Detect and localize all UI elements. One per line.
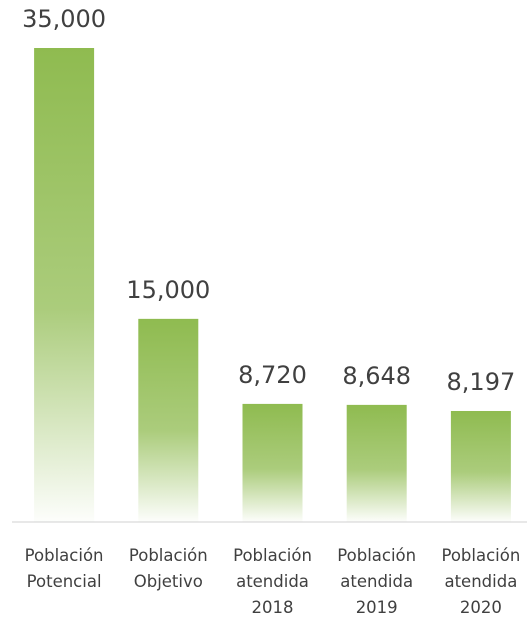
value-label: 8,648	[342, 362, 411, 390]
value-label: 8,197	[447, 368, 516, 396]
bar	[242, 403, 303, 522]
bar	[34, 48, 95, 522]
value-label: 15,000	[126, 276, 210, 304]
bar	[346, 404, 407, 522]
bar	[138, 318, 199, 522]
x-tick-label: Población atendida 2019	[337, 546, 416, 617]
x-tick-label: Población Objetivo	[129, 546, 208, 591]
value-label: 35,000	[22, 5, 106, 33]
value-label: 8,720	[238, 361, 307, 389]
x-tick-label: Población Potencial	[25, 546, 104, 591]
x-tick-label: Población atendida 2020	[441, 546, 520, 617]
x-tick-label: Población atendida 2018	[233, 546, 312, 617]
bar	[450, 410, 511, 522]
